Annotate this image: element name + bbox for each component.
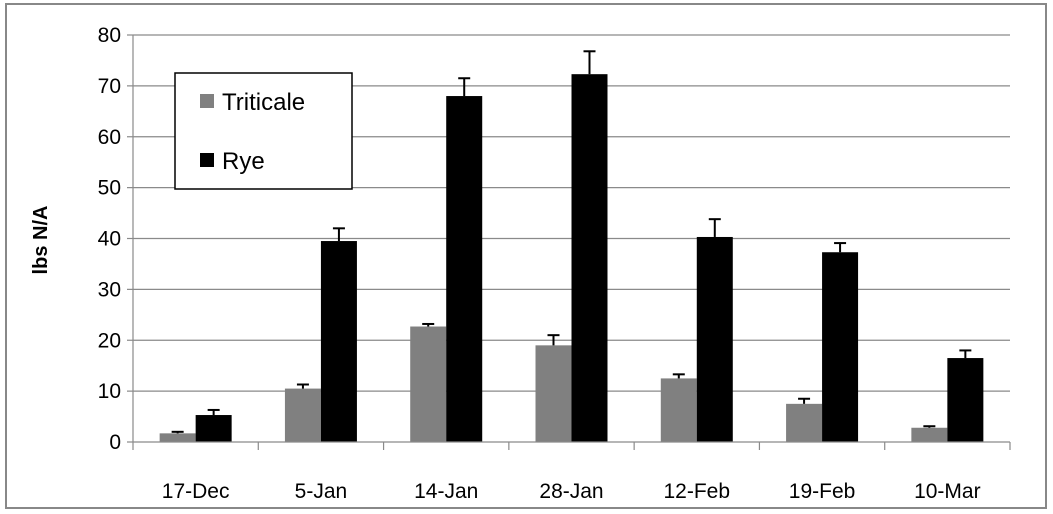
y-tick-label: 60 [98,126,121,149]
legend: Triticale Rye [174,72,353,190]
axes [127,34,1011,450]
bar-triticale-5-jan [284,388,321,442]
bar-triticale-10-mar [911,427,948,442]
legend-box [174,72,353,190]
x-tick-label: 10-Mar [914,480,981,503]
bar-rye-10-mar [947,358,984,442]
bars [159,50,984,443]
y-tick-label: 0 [109,431,121,454]
legend-label-rye: Rye [222,148,265,175]
bar-triticale-19-feb [786,403,823,442]
x-tick-label: 5-Jan [295,480,348,503]
x-tick-label: 12-Feb [664,480,731,503]
x-tick-label: 17-Dec [162,480,230,503]
y-tick-label: 70 [98,75,121,98]
bar-triticale-28-jan [535,345,572,442]
y-tick-label: 10 [98,380,121,403]
y-tick-label: 20 [98,329,121,352]
bar-rye-5-jan [320,241,357,442]
legend-swatch-triticale [200,94,214,108]
tick-labels: 0 10 20 30 40 50 60 70 80 17-Dec 5-Jan 14-Jan 28-Jan… [98,24,981,503]
bar-rye-12-feb [696,236,733,442]
bar-rye-17-dec [195,415,232,442]
bar-triticale-17-dec [159,433,196,442]
bar-triticale-12-feb [660,378,697,442]
bar-triticale-14-jan [410,326,447,442]
bar-rye-19-feb [822,252,859,442]
legend-label-triticale: Triticale [222,89,305,116]
bar-rye-28-jan [571,74,608,442]
x-tick-label: 19-Feb [789,480,856,503]
x-tick-label: 28-Jan [539,480,603,503]
x-tick-label: 14-Jan [414,480,478,503]
legend-swatch-rye [200,153,214,167]
y-tick-label: 80 [98,24,121,47]
y-tick-label: 30 [98,278,121,301]
y-tick-label: 50 [98,177,121,200]
y-axis-title: lbs N/A [30,206,52,275]
y-tick-label: 40 [98,228,121,251]
bar-rye-14-jan [446,96,483,443]
